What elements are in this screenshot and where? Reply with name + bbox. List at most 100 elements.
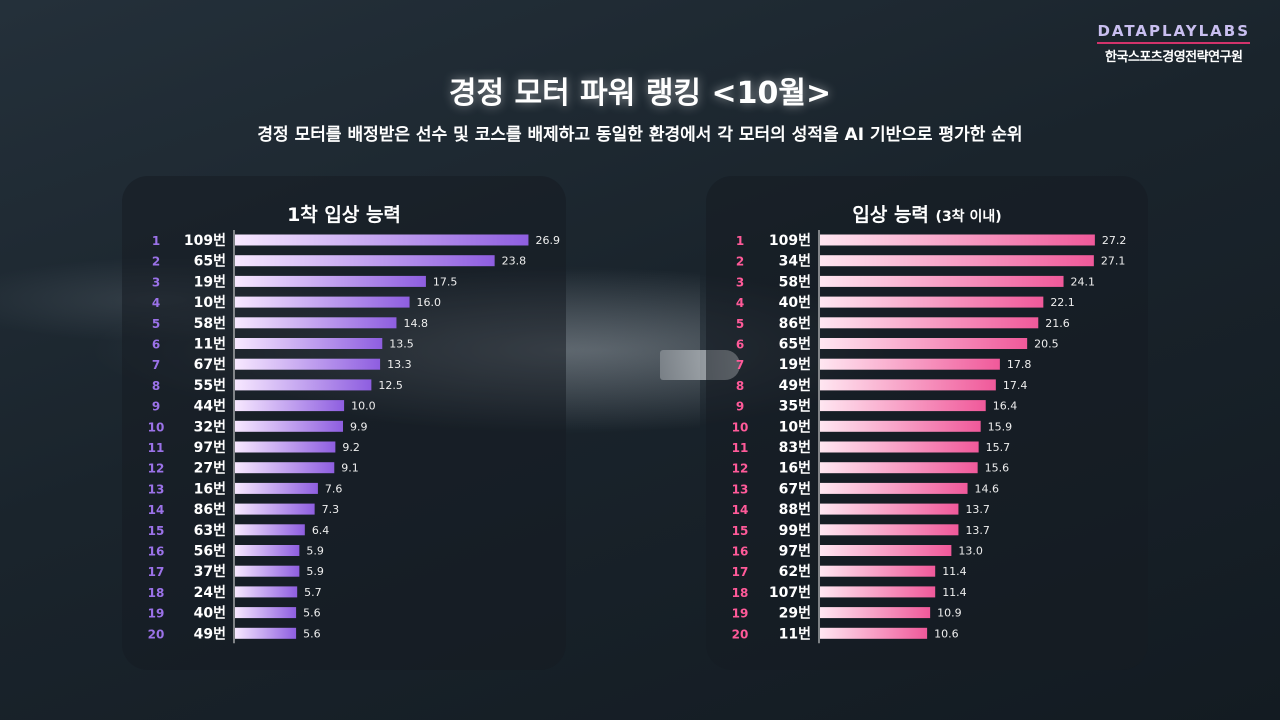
bar	[235, 627, 297, 639]
rank-label: 5	[736, 317, 744, 331]
bar	[235, 338, 383, 349]
bar	[235, 234, 529, 246]
bar	[820, 482, 968, 494]
rank-label: 18	[148, 586, 165, 600]
bar	[820, 420, 981, 432]
category-label: 107번	[769, 585, 811, 601]
category-label: 63번	[194, 523, 226, 539]
first-place-panel: 1착 입상 능력 1 109번 26.9 2 65번 23.8 3 19번 17.5 4 10번 16…	[122, 176, 566, 670]
category-label: 58번	[194, 316, 226, 332]
bar	[235, 503, 315, 515]
value-label: 24.1	[1071, 275, 1096, 288]
rank-label: 16	[732, 545, 749, 559]
value-label: 27.2	[1102, 234, 1127, 247]
bar	[235, 317, 397, 329]
category-label: 49번	[194, 626, 226, 642]
podium-panel: 입상 능력 (3착 이내) 1 109번 27.2 2 34번 27.1 3 58번 24.1 4…	[706, 176, 1148, 670]
bar	[820, 586, 936, 598]
rank-label: 14	[732, 503, 749, 517]
rank-label: 12	[732, 462, 749, 476]
bar	[820, 400, 986, 412]
category-label: 44번	[194, 399, 226, 415]
value-label: 13.5	[389, 338, 414, 351]
rank-label: 1	[152, 234, 160, 248]
value-label: 17.8	[1007, 358, 1032, 371]
podium-title-note: (3착 이내)	[935, 209, 1002, 225]
category-label: 11번	[194, 337, 226, 353]
rank-label: 20	[732, 627, 749, 641]
category-label: 67번	[194, 357, 226, 373]
rank-label: 11	[148, 441, 165, 455]
value-label: 5.9	[306, 565, 324, 578]
category-label: 86번	[779, 316, 811, 332]
bar	[235, 358, 381, 370]
category-label: 109번	[769, 233, 811, 249]
value-label: 17.4	[1003, 379, 1028, 392]
rank-label: 13	[148, 482, 165, 496]
rank-label: 18	[732, 586, 749, 600]
value-label: 7.6	[325, 482, 343, 495]
value-label: 9.1	[341, 462, 359, 475]
bar	[820, 524, 959, 536]
rank-label: 4	[736, 296, 744, 310]
brand-org: 한국스포츠경영전략연구원	[1104, 50, 1243, 65]
value-label: 10.0	[351, 400, 376, 413]
bar	[235, 400, 345, 412]
bar	[235, 296, 410, 308]
value-label: 27.1	[1101, 255, 1126, 268]
value-label: 20.5	[1034, 338, 1059, 351]
podium-title: 입상 능력 (3착 이내)	[706, 200, 1148, 227]
category-label: 62번	[779, 564, 811, 580]
value-label: 22.1	[1050, 296, 1075, 309]
rank-label: 15	[732, 524, 749, 538]
category-label: 58번	[779, 274, 811, 290]
value-label: 13.7	[965, 524, 990, 537]
bar	[235, 524, 305, 536]
rank-label: 16	[148, 545, 165, 559]
rank-label: 19	[732, 607, 749, 621]
category-label: 35번	[779, 399, 811, 415]
value-label: 13.7	[965, 503, 990, 516]
value-label: 17.5	[433, 275, 458, 288]
category-label: 97번	[779, 544, 811, 560]
value-label: 5.6	[303, 607, 321, 620]
rank-label: 3	[736, 275, 744, 289]
value-label: 13.3	[387, 358, 412, 371]
page-subtitle: 경정 모터를 배정받은 선수 및 코스를 배제하고 동일한 환경에서 각 모터의…	[257, 125, 1023, 145]
podium-chart: 1 109번 27.2 2 34번 27.1 3 58번 24.1 4 40번 22.1 5 86번 21.…	[732, 230, 1127, 644]
brand-logo: DATAPLAYLABS 한국스포츠경영전략연구원	[1097, 22, 1250, 65]
value-label: 10.6	[934, 627, 959, 640]
bar	[235, 586, 298, 598]
value-label: 14.8	[403, 317, 428, 330]
category-label: 88번	[779, 502, 811, 518]
bar	[235, 379, 372, 391]
bar	[820, 296, 1044, 308]
category-label: 11번	[779, 626, 811, 642]
category-label: 10번	[194, 295, 226, 311]
brand-name: DATAPLAYLABS	[1097, 22, 1250, 44]
category-label: 99번	[779, 523, 811, 539]
bar	[820, 627, 928, 639]
bar	[820, 275, 1064, 287]
value-label: 15.7	[986, 441, 1011, 454]
rank-label: 7	[152, 358, 160, 372]
bar	[820, 462, 978, 474]
value-label: 14.6	[975, 482, 1000, 495]
rank-label: 2	[152, 255, 160, 269]
category-label: 40번	[194, 606, 226, 622]
value-label: 5.7	[304, 586, 322, 599]
category-label: 16번	[194, 481, 226, 497]
value-label: 12.5	[378, 379, 403, 392]
rank-label: 20	[148, 627, 165, 641]
value-label: 11.4	[942, 565, 967, 578]
bar	[235, 441, 336, 453]
value-label: 9.9	[350, 420, 368, 433]
value-label: 7.3	[322, 503, 340, 516]
category-label: 16번	[779, 461, 811, 477]
value-label: 16.0	[417, 296, 442, 309]
bar	[820, 358, 1000, 370]
category-label: 67번	[779, 481, 811, 497]
category-label: 37번	[194, 564, 226, 580]
category-label: 109번	[184, 233, 226, 249]
value-label: 16.4	[993, 400, 1018, 413]
